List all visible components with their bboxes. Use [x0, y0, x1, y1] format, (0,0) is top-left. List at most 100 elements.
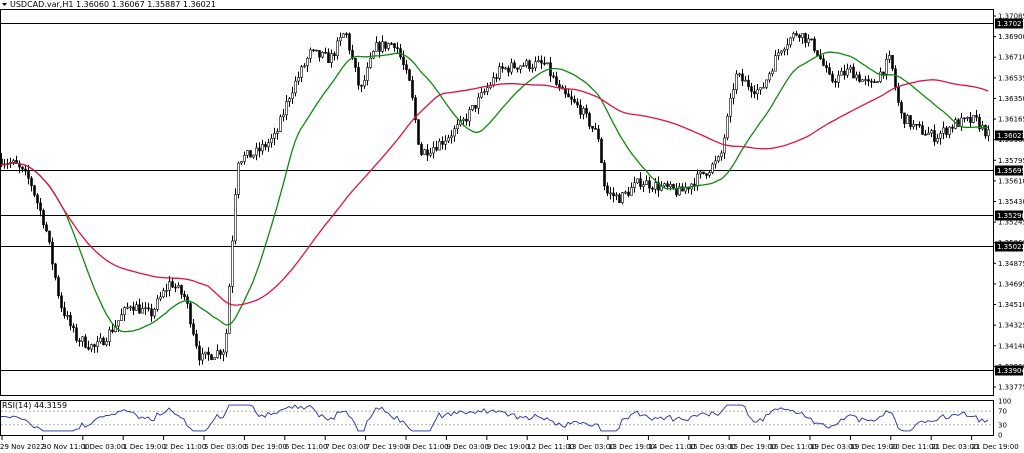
y-tick-label-18: 1.33775: [998, 384, 1024, 392]
candle-body: [597, 128, 600, 140]
candle-body: [633, 182, 636, 188]
candle-body: [540, 60, 543, 64]
candle-body: [126, 306, 129, 309]
candle-body: [795, 33, 798, 36]
candle: [243, 151, 246, 165]
candle-body: [468, 109, 471, 122]
candle: [774, 50, 777, 72]
collapse-triangle-icon[interactable]: [2, 3, 7, 6]
candle-body: [771, 70, 774, 75]
candle-body: [537, 60, 540, 62]
candle: [951, 124, 954, 133]
candle-body: [579, 104, 582, 115]
candle: [39, 198, 42, 217]
level-tag-2: [995, 210, 1023, 221]
candle-body: [321, 52, 324, 58]
candle-body: [441, 141, 444, 145]
candle-body: [198, 345, 201, 361]
candle-body: [588, 113, 591, 127]
candle-body: [786, 44, 789, 50]
candle-body: [705, 173, 708, 176]
level-tag-label-4: 1.33904: [997, 367, 1024, 375]
candle-body: [687, 187, 690, 190]
candle: [417, 119, 420, 145]
candle: [441, 136, 444, 150]
candle-body: [525, 60, 528, 66]
y-tick-label-1: 1.36900: [998, 33, 1024, 41]
candle: [162, 287, 165, 299]
candle-body: [480, 92, 483, 98]
candle-body: [453, 128, 456, 137]
candle: [225, 328, 228, 358]
x-tick-label-21: 19 Dec 19:00: [850, 443, 897, 451]
candle: [780, 50, 783, 56]
candle: [375, 36, 378, 52]
candle: [183, 290, 186, 301]
candle: [426, 144, 429, 161]
candle-body: [54, 263, 57, 278]
candle: [249, 150, 252, 158]
candle-body: [63, 307, 66, 316]
candle-body: [534, 61, 537, 69]
candle: [900, 100, 903, 119]
candle: [657, 176, 660, 197]
candle: [744, 76, 747, 82]
candle-body: [663, 183, 666, 187]
candle-body: [891, 55, 894, 70]
candle: [507, 65, 510, 77]
candle: [831, 71, 834, 84]
candle: [591, 125, 594, 133]
candle: [78, 337, 81, 347]
candle: [828, 63, 831, 76]
candle-body: [510, 62, 513, 73]
candle: [36, 193, 39, 210]
candle-body: [129, 306, 132, 309]
candle: [264, 141, 267, 151]
candle: [438, 138, 441, 151]
candle: [72, 323, 75, 333]
candle-body: [966, 117, 969, 119]
candle-body: [207, 351, 210, 356]
candle: [750, 82, 753, 98]
candle-body: [801, 33, 804, 38]
candle-body: [516, 67, 519, 70]
candle-body: [231, 240, 234, 287]
candle-body: [288, 98, 291, 102]
candle: [510, 58, 513, 75]
x-tick-label-11: 9 Dec 03:00: [446, 443, 489, 451]
candle: [303, 63, 306, 69]
candle-body: [948, 126, 951, 135]
candle-body: [135, 304, 138, 311]
candle: [633, 176, 636, 193]
candle-body: [240, 161, 243, 164]
candle-body: [168, 281, 171, 291]
candle: [177, 282, 180, 289]
candle-body: [609, 192, 612, 195]
candle: [798, 33, 801, 42]
candle-body: [426, 149, 429, 156]
candle-body: [894, 68, 897, 88]
candle-body: [192, 323, 195, 335]
candle-body: [504, 67, 507, 70]
candle: [447, 134, 450, 144]
candle-body: [252, 154, 255, 158]
candle: [480, 87, 483, 99]
candle: [792, 31, 795, 41]
y-tick-label-15: 1.34325: [998, 322, 1024, 330]
candle-body: [432, 147, 435, 154]
rsi-tick-label-1: 70: [998, 408, 1007, 416]
candle-body: [162, 290, 165, 298]
chart-title: USDCAD.var,H1 1.36060 1.36067 1.35887 1.…: [10, 0, 216, 9]
candle: [270, 134, 273, 148]
candle: [717, 155, 720, 163]
candle-body: [927, 132, 930, 136]
candle: [189, 301, 192, 328]
candle-body: [48, 230, 51, 243]
candle-body: [528, 60, 531, 70]
candle: [927, 126, 930, 136]
candle-body: [393, 43, 396, 48]
candle: [294, 76, 297, 97]
candle: [66, 311, 69, 320]
candle-body: [951, 126, 954, 129]
candle-body: [237, 162, 240, 195]
